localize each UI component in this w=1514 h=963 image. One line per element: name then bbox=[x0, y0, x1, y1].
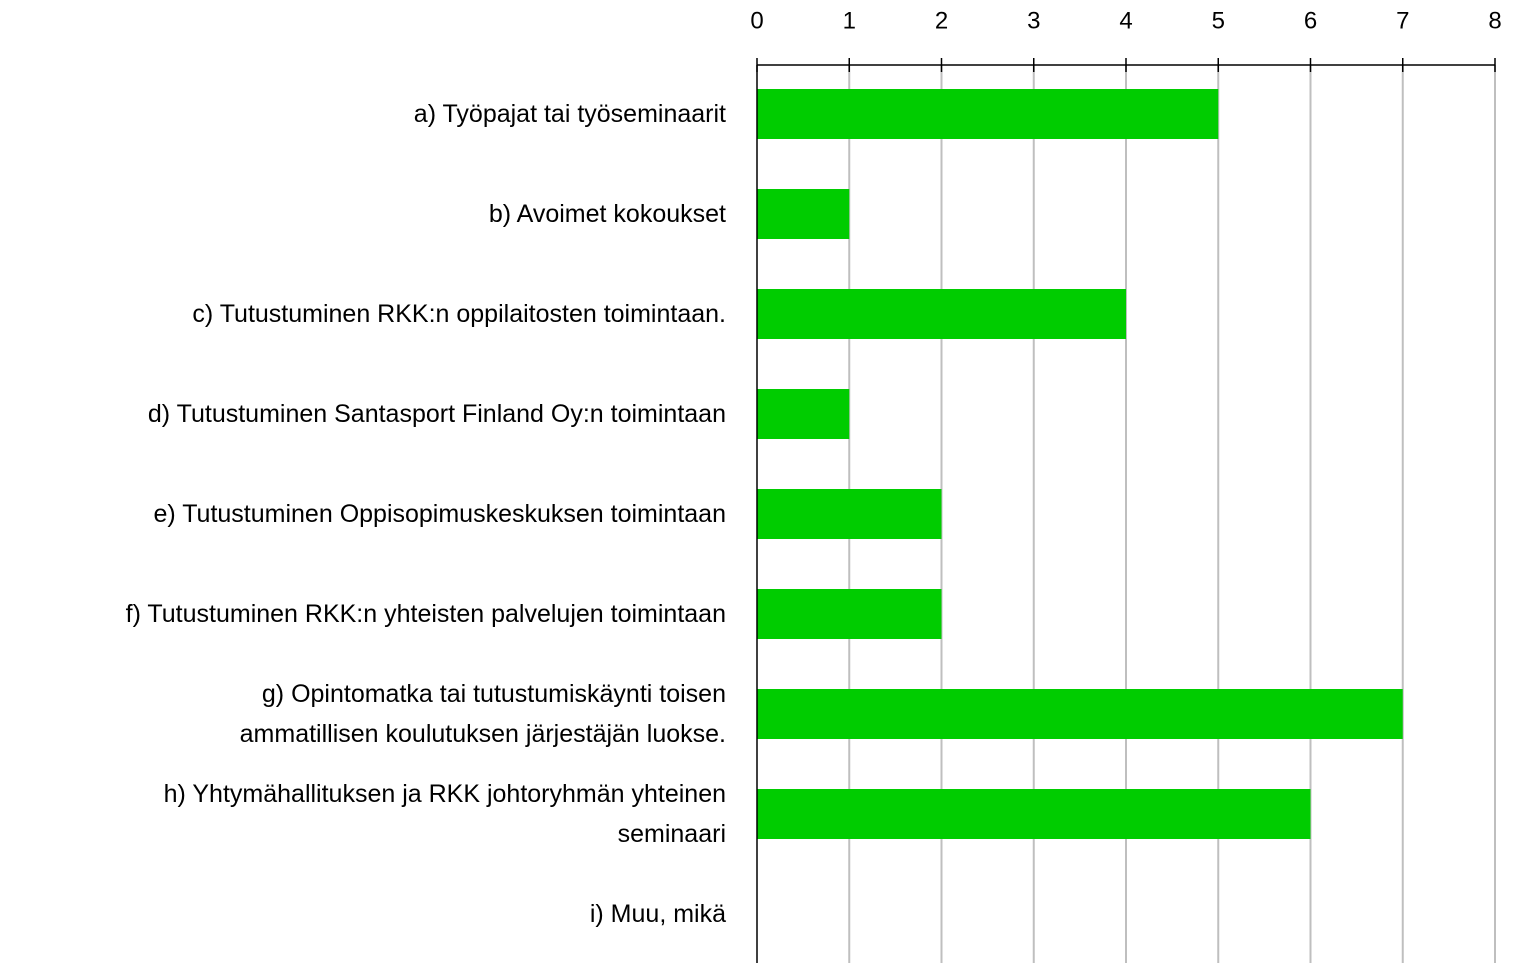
bar bbox=[757, 189, 850, 239]
category-label: b) Avoimet kokoukset bbox=[488, 200, 726, 228]
bar bbox=[757, 789, 1311, 839]
bar bbox=[757, 589, 942, 639]
category-label: h) Yhtymähallituksen ja RKK johtoryhmän … bbox=[163, 780, 726, 848]
category-label: d) Tutustuminen Santasport Finland Oy:n … bbox=[147, 400, 726, 428]
bar bbox=[757, 389, 850, 439]
x-tick-label: 0 bbox=[750, 7, 763, 34]
category-label: e) Tutustuminen Oppisopimuskeskuksen toi… bbox=[153, 500, 726, 528]
x-tick-label: 5 bbox=[1212, 7, 1225, 34]
category-label: c) Tutustuminen RKK:n oppilaitosten toim… bbox=[192, 300, 726, 328]
bar bbox=[757, 489, 942, 539]
bar bbox=[757, 89, 1219, 139]
x-tick-label: 3 bbox=[1027, 7, 1040, 34]
category-label: f) Tutustuminen RKK:n yhteisten palveluj… bbox=[125, 600, 726, 628]
x-tick-label: 6 bbox=[1304, 7, 1317, 34]
bar bbox=[757, 689, 1403, 739]
category-label: g) Opintomatka tai tutustumiskäynti tois… bbox=[239, 680, 726, 748]
x-tick-label: 1 bbox=[843, 7, 856, 34]
category-label: i) Muu, mikä bbox=[589, 900, 726, 928]
x-tick-label: 2 bbox=[935, 7, 948, 34]
x-tick-label: 7 bbox=[1396, 7, 1409, 34]
x-tick-label: 4 bbox=[1119, 7, 1132, 34]
bar bbox=[757, 289, 1126, 339]
category-label: a) Työpajat tai työseminaarit bbox=[413, 100, 726, 128]
x-tick-label: 8 bbox=[1488, 7, 1501, 34]
